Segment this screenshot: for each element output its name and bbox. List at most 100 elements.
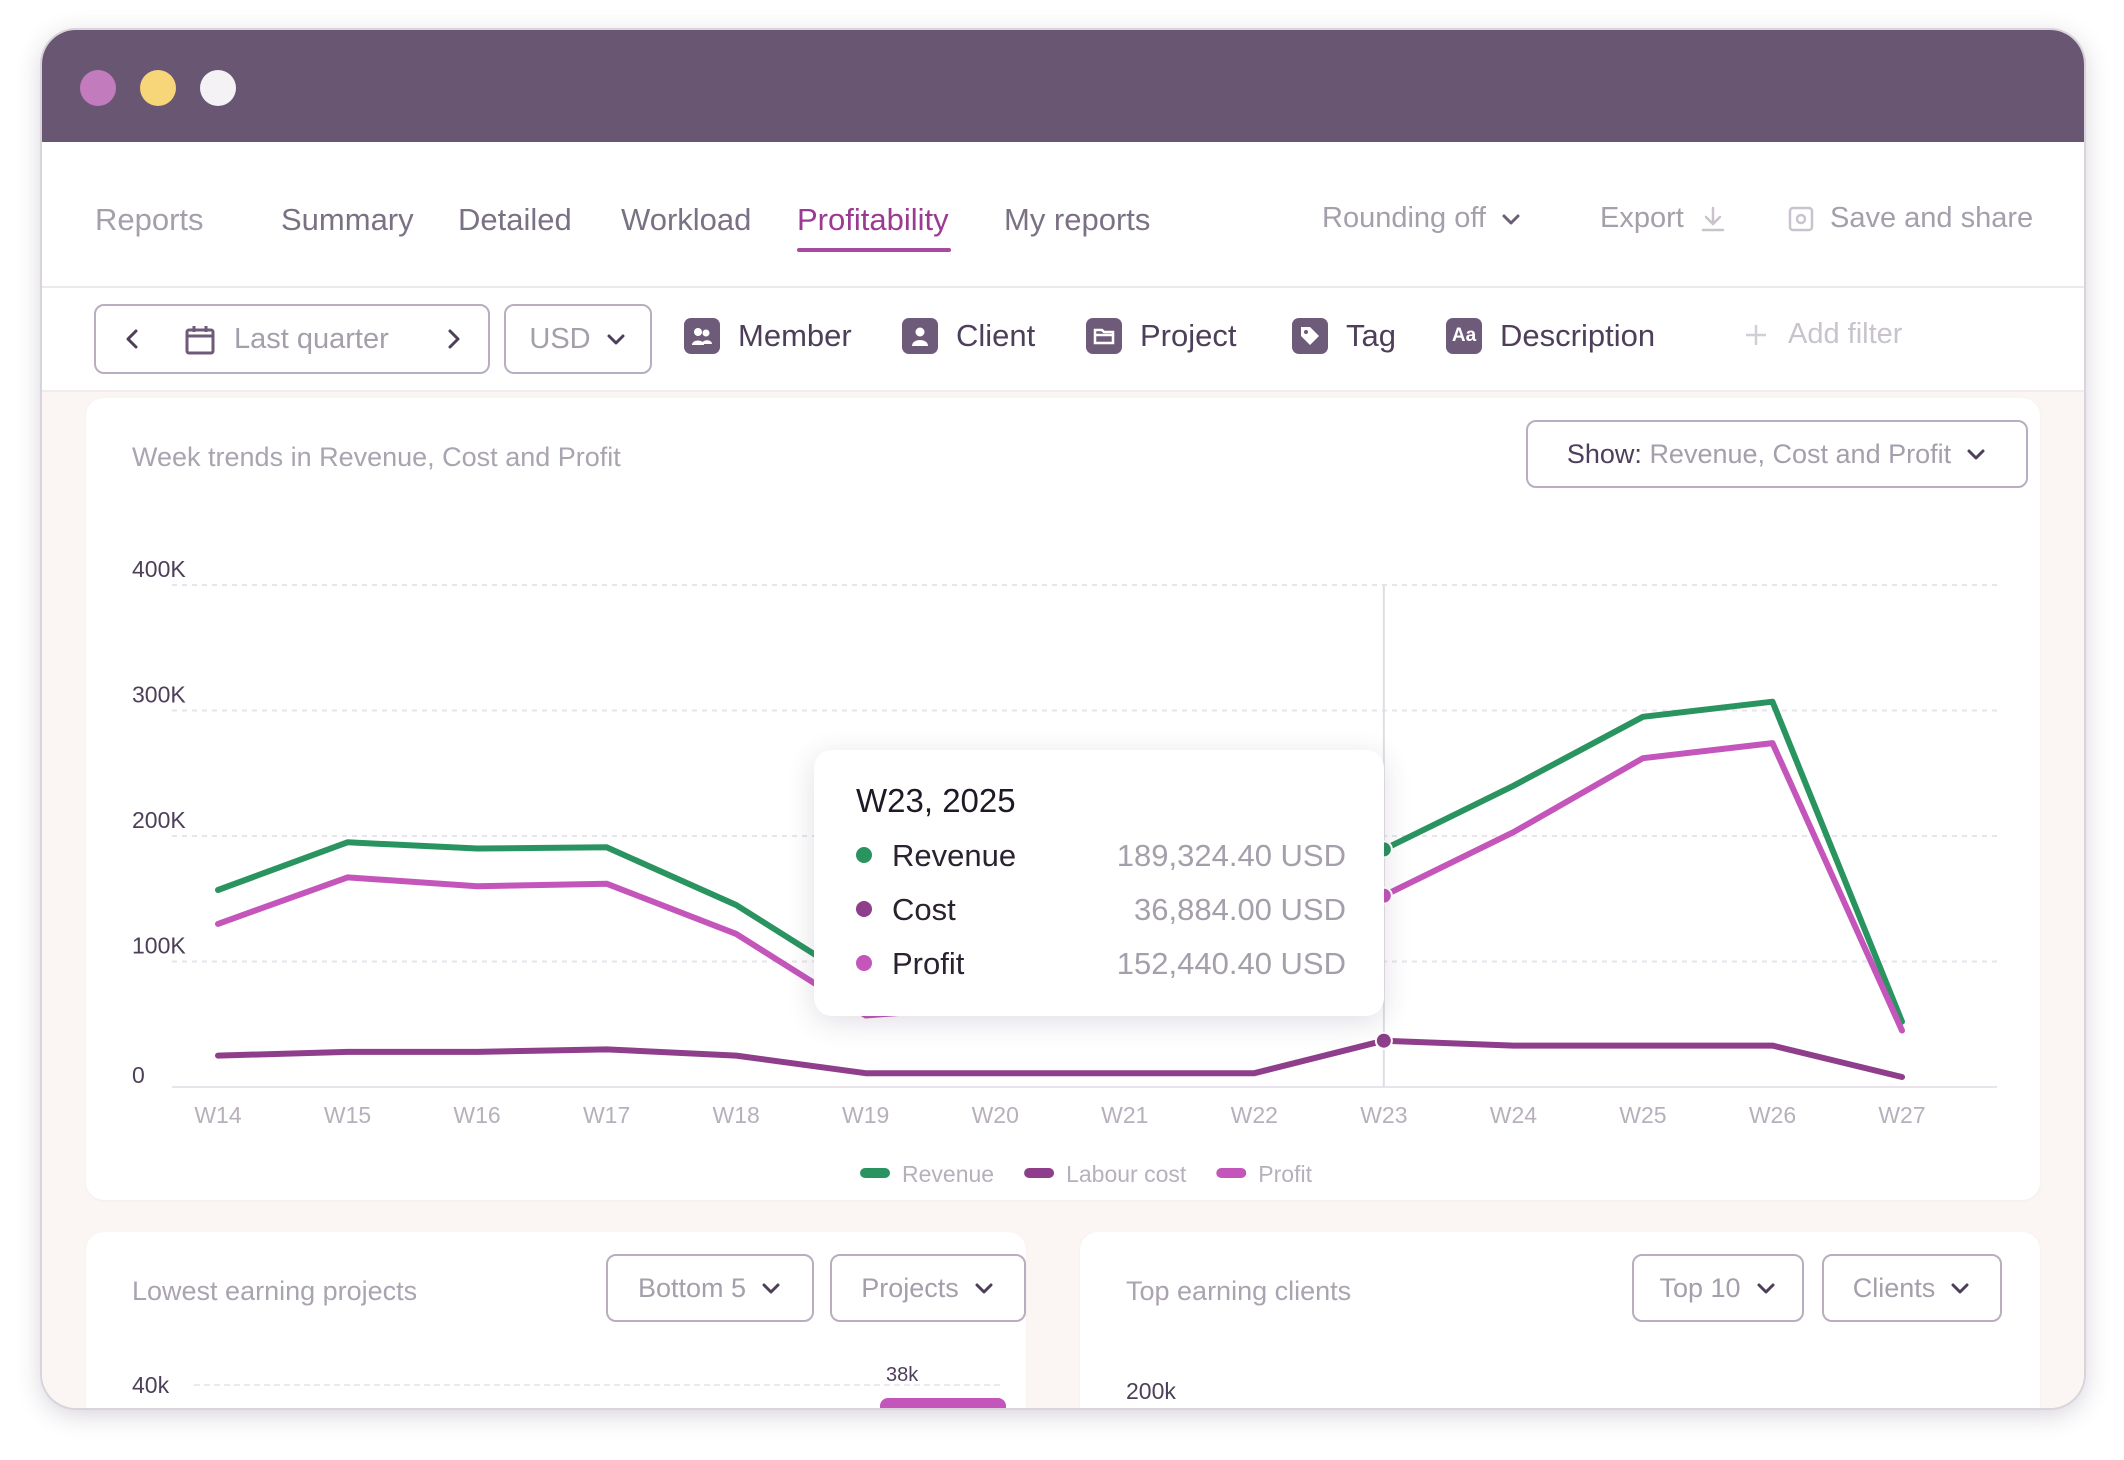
tooltip-row-revenue: Revenue 189,324.40 USD [856, 838, 1346, 874]
filter-member-label: Member [738, 318, 852, 353]
filter-client-label: Client [956, 318, 1036, 353]
member-icon [684, 318, 720, 354]
lowest-y-tick: 40k [132, 1372, 170, 1398]
revenue-legend-label: Revenue [902, 1161, 994, 1187]
top-clients-title: Top earning clients [1126, 1276, 1352, 1306]
show-series-dropdown[interactable]: Show: Revenue, Cost and Profit [1526, 420, 2028, 488]
client-icon [902, 318, 938, 354]
y-tick-label: 300K [132, 682, 186, 708]
filter-client[interactable]: Client [902, 318, 1035, 354]
tooltip-cost-label: Cost [892, 892, 956, 927]
x-tick-label: W25 [1619, 1102, 1666, 1128]
previous-period-button[interactable] [118, 324, 148, 359]
date-range-picker: Last quarter [94, 304, 490, 374]
app-window: Reports Summary Detailed Workload Profit… [42, 30, 2084, 1408]
chevron-down-icon [975, 1283, 993, 1294]
currency-dropdown[interactable]: USD [504, 304, 652, 374]
projects-dropdown[interactable]: Projects [830, 1254, 1026, 1322]
profit-legend-label: Profit [1258, 1161, 1312, 1187]
x-tick-label: W21 [1101, 1102, 1148, 1128]
bottom-count-dropdown[interactable]: Bottom 5 [606, 1254, 814, 1322]
filter-project-label: Project [1140, 318, 1237, 353]
filter-description-label: Description [1500, 318, 1656, 353]
x-tick-label: W18 [713, 1102, 760, 1128]
y-tick-label: 100K [132, 933, 186, 959]
tab-workload[interactable]: Workload [621, 202, 752, 237]
filter-bar: Last quarter USD Member Client Proj [42, 288, 2084, 392]
add-filter-label: Add filter [1788, 318, 1903, 350]
profit-dot-icon [856, 954, 872, 971]
download-icon [1701, 206, 1725, 231]
y-tick-label: 400K [132, 556, 186, 582]
date-range-label[interactable]: Last quarter [234, 323, 389, 355]
chevron-right-icon [448, 329, 460, 349]
filter-description[interactable]: Aa Description [1446, 318, 1655, 354]
export-button[interactable]: Export [1600, 202, 1728, 235]
chart-tooltip: W23, 2025 Revenue 189,324.40 USD Cost 36… [814, 750, 1384, 1016]
tooltip-profit-value: 152,440.40 USD [1116, 946, 1346, 981]
tab-my-reports[interactable]: My reports [1004, 202, 1151, 237]
clients-dropdown[interactable]: Clients [1822, 1254, 2002, 1322]
zoom-window-button[interactable] [200, 70, 236, 106]
tooltip-row-cost: Cost 36,884.00 USD [856, 892, 1346, 928]
chevron-left-icon [126, 329, 138, 349]
next-period-button[interactable] [438, 324, 468, 359]
chevron-down-icon [762, 1283, 780, 1294]
tag-icon [1292, 318, 1328, 354]
chevron-down-icon [1757, 1283, 1775, 1294]
clients-dropdown-label: Clients [1852, 1272, 1936, 1303]
export-label: Export [1600, 202, 1684, 234]
chevron-down-icon [607, 334, 625, 345]
lowest-bar[interactable] [880, 1398, 1006, 1408]
chevron-down-icon [1951, 1283, 1969, 1294]
calendar-icon [185, 326, 215, 355]
chevron-down-icon [1967, 449, 1985, 460]
add-filter-button[interactable]: Add filter [1742, 318, 1902, 351]
x-tick-label: W15 [324, 1102, 371, 1128]
save-share-button[interactable]: Save and share [1786, 202, 2033, 235]
show-prefix: Show: [1566, 438, 1642, 469]
tab-summary[interactable]: Summary [281, 202, 414, 237]
filter-tag[interactable]: Tag [1292, 318, 1396, 354]
title-bar [42, 30, 2084, 142]
filter-project[interactable]: Project [1086, 318, 1236, 354]
x-tick-label: W14 [194, 1102, 242, 1128]
rounding-dropdown[interactable]: Rounding off [1322, 202, 1522, 235]
minimize-window-button[interactable] [140, 70, 176, 106]
x-tick-label: W19 [842, 1102, 889, 1128]
lowest-projects-card: Lowest earning projects Bottom 5 Project… [86, 1232, 1026, 1408]
x-tick-label: W24 [1490, 1102, 1538, 1128]
filter-member[interactable]: Member [684, 318, 852, 354]
reports-heading: Reports [95, 202, 204, 237]
top-y-tick: 200k [1126, 1378, 1176, 1404]
labour-cost-highlight-point [1374, 1031, 1393, 1050]
tooltip-title: W23, 2025 [856, 782, 1016, 819]
close-window-button[interactable] [80, 70, 116, 106]
tooltip-row-profit: Profit 152,440.40 USD [856, 946, 1346, 982]
chevron-down-icon [1502, 214, 1520, 224]
x-tick-label: W23 [1360, 1102, 1407, 1128]
plus-icon [1746, 324, 1766, 345]
tooltip-profit-label: Profit [892, 946, 965, 981]
lowest-projects-title: Lowest earning projects [132, 1276, 418, 1306]
y-tick-label: 0 [132, 1062, 145, 1088]
show-value: Revenue, Cost and Profit [1649, 438, 1952, 469]
x-tick-label: W27 [1878, 1102, 1925, 1128]
cost-dot-icon [856, 900, 872, 917]
labour-cost-legend-label: Labour cost [1066, 1161, 1187, 1187]
currency-label: USD [529, 322, 591, 355]
x-tick-label: W22 [1231, 1102, 1278, 1128]
filter-tag-label: Tag [1346, 318, 1396, 353]
revenue-legend-swatch [860, 1168, 890, 1178]
labour-cost-legend-swatch [1024, 1168, 1055, 1178]
y-tick-label: 200K [132, 807, 186, 833]
lowest-gridline [194, 1384, 1000, 1386]
tab-profitability[interactable]: Profitability [797, 202, 951, 252]
trend-chart-title: Week trends in Revenue, Cost and Profit [132, 442, 621, 472]
x-tick-label: W17 [583, 1102, 630, 1128]
tab-detailed[interactable]: Detailed [458, 202, 572, 237]
top-count-dropdown[interactable]: Top 10 [1632, 1254, 1804, 1322]
revenue-dot-icon [856, 846, 872, 863]
trend-line-chart: 400K 300K 200K 100K 0 W14 W15 W16 W17 W18 W19 W20 W… [132, 556, 1997, 1187]
save-share-icon [1788, 206, 1814, 231]
